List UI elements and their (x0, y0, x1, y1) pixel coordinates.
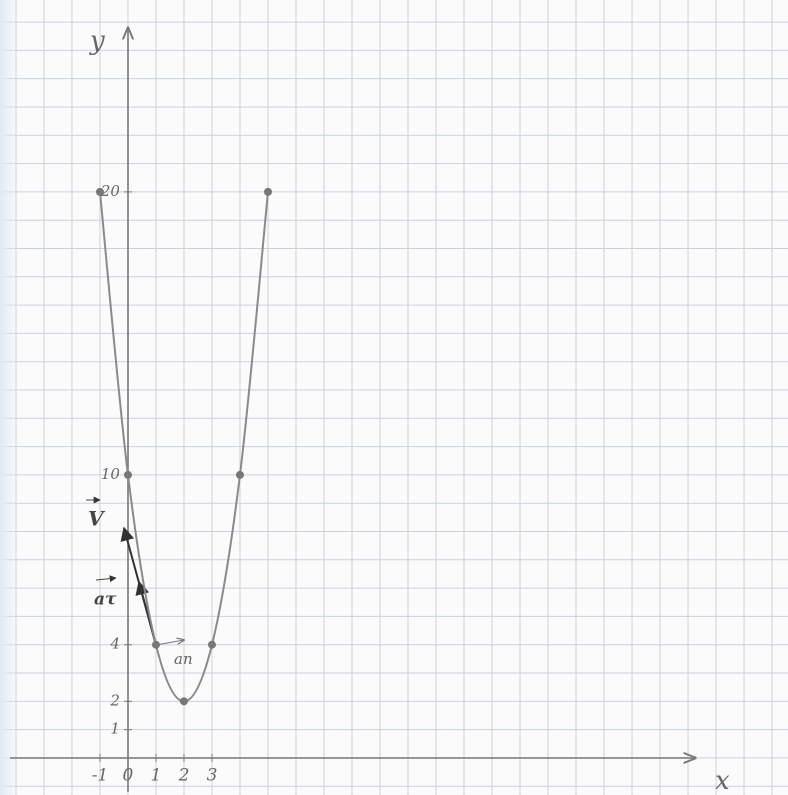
y-tick-label: 2 (109, 691, 120, 709)
normal-vector (155, 640, 184, 646)
y-tick-label: 1 (110, 720, 120, 738)
x-tick-label: 0 (123, 765, 134, 785)
point (263, 187, 272, 196)
point (123, 470, 132, 479)
y-tick-label: 10 (101, 465, 121, 483)
x-tick-label: 3 (207, 765, 218, 785)
y-axis-label: y (89, 26, 105, 56)
x-tick-label: -1 (92, 765, 109, 785)
paper-edge (0, 0, 18, 795)
y-tick-label: 20 (100, 182, 121, 200)
x-axis-label: x (715, 766, 730, 795)
annotation: aτ (94, 590, 117, 610)
point (235, 470, 244, 479)
y-tick-label: 4 (109, 635, 120, 653)
point (179, 697, 188, 706)
point (95, 187, 104, 196)
x-tick-label: 1 (151, 765, 162, 785)
annotation: an (174, 650, 193, 668)
x-tick-label: 2 (178, 765, 190, 785)
annotation: V (88, 507, 106, 531)
point (207, 640, 216, 649)
point (151, 640, 160, 649)
vector-arrow (95, 575, 117, 583)
